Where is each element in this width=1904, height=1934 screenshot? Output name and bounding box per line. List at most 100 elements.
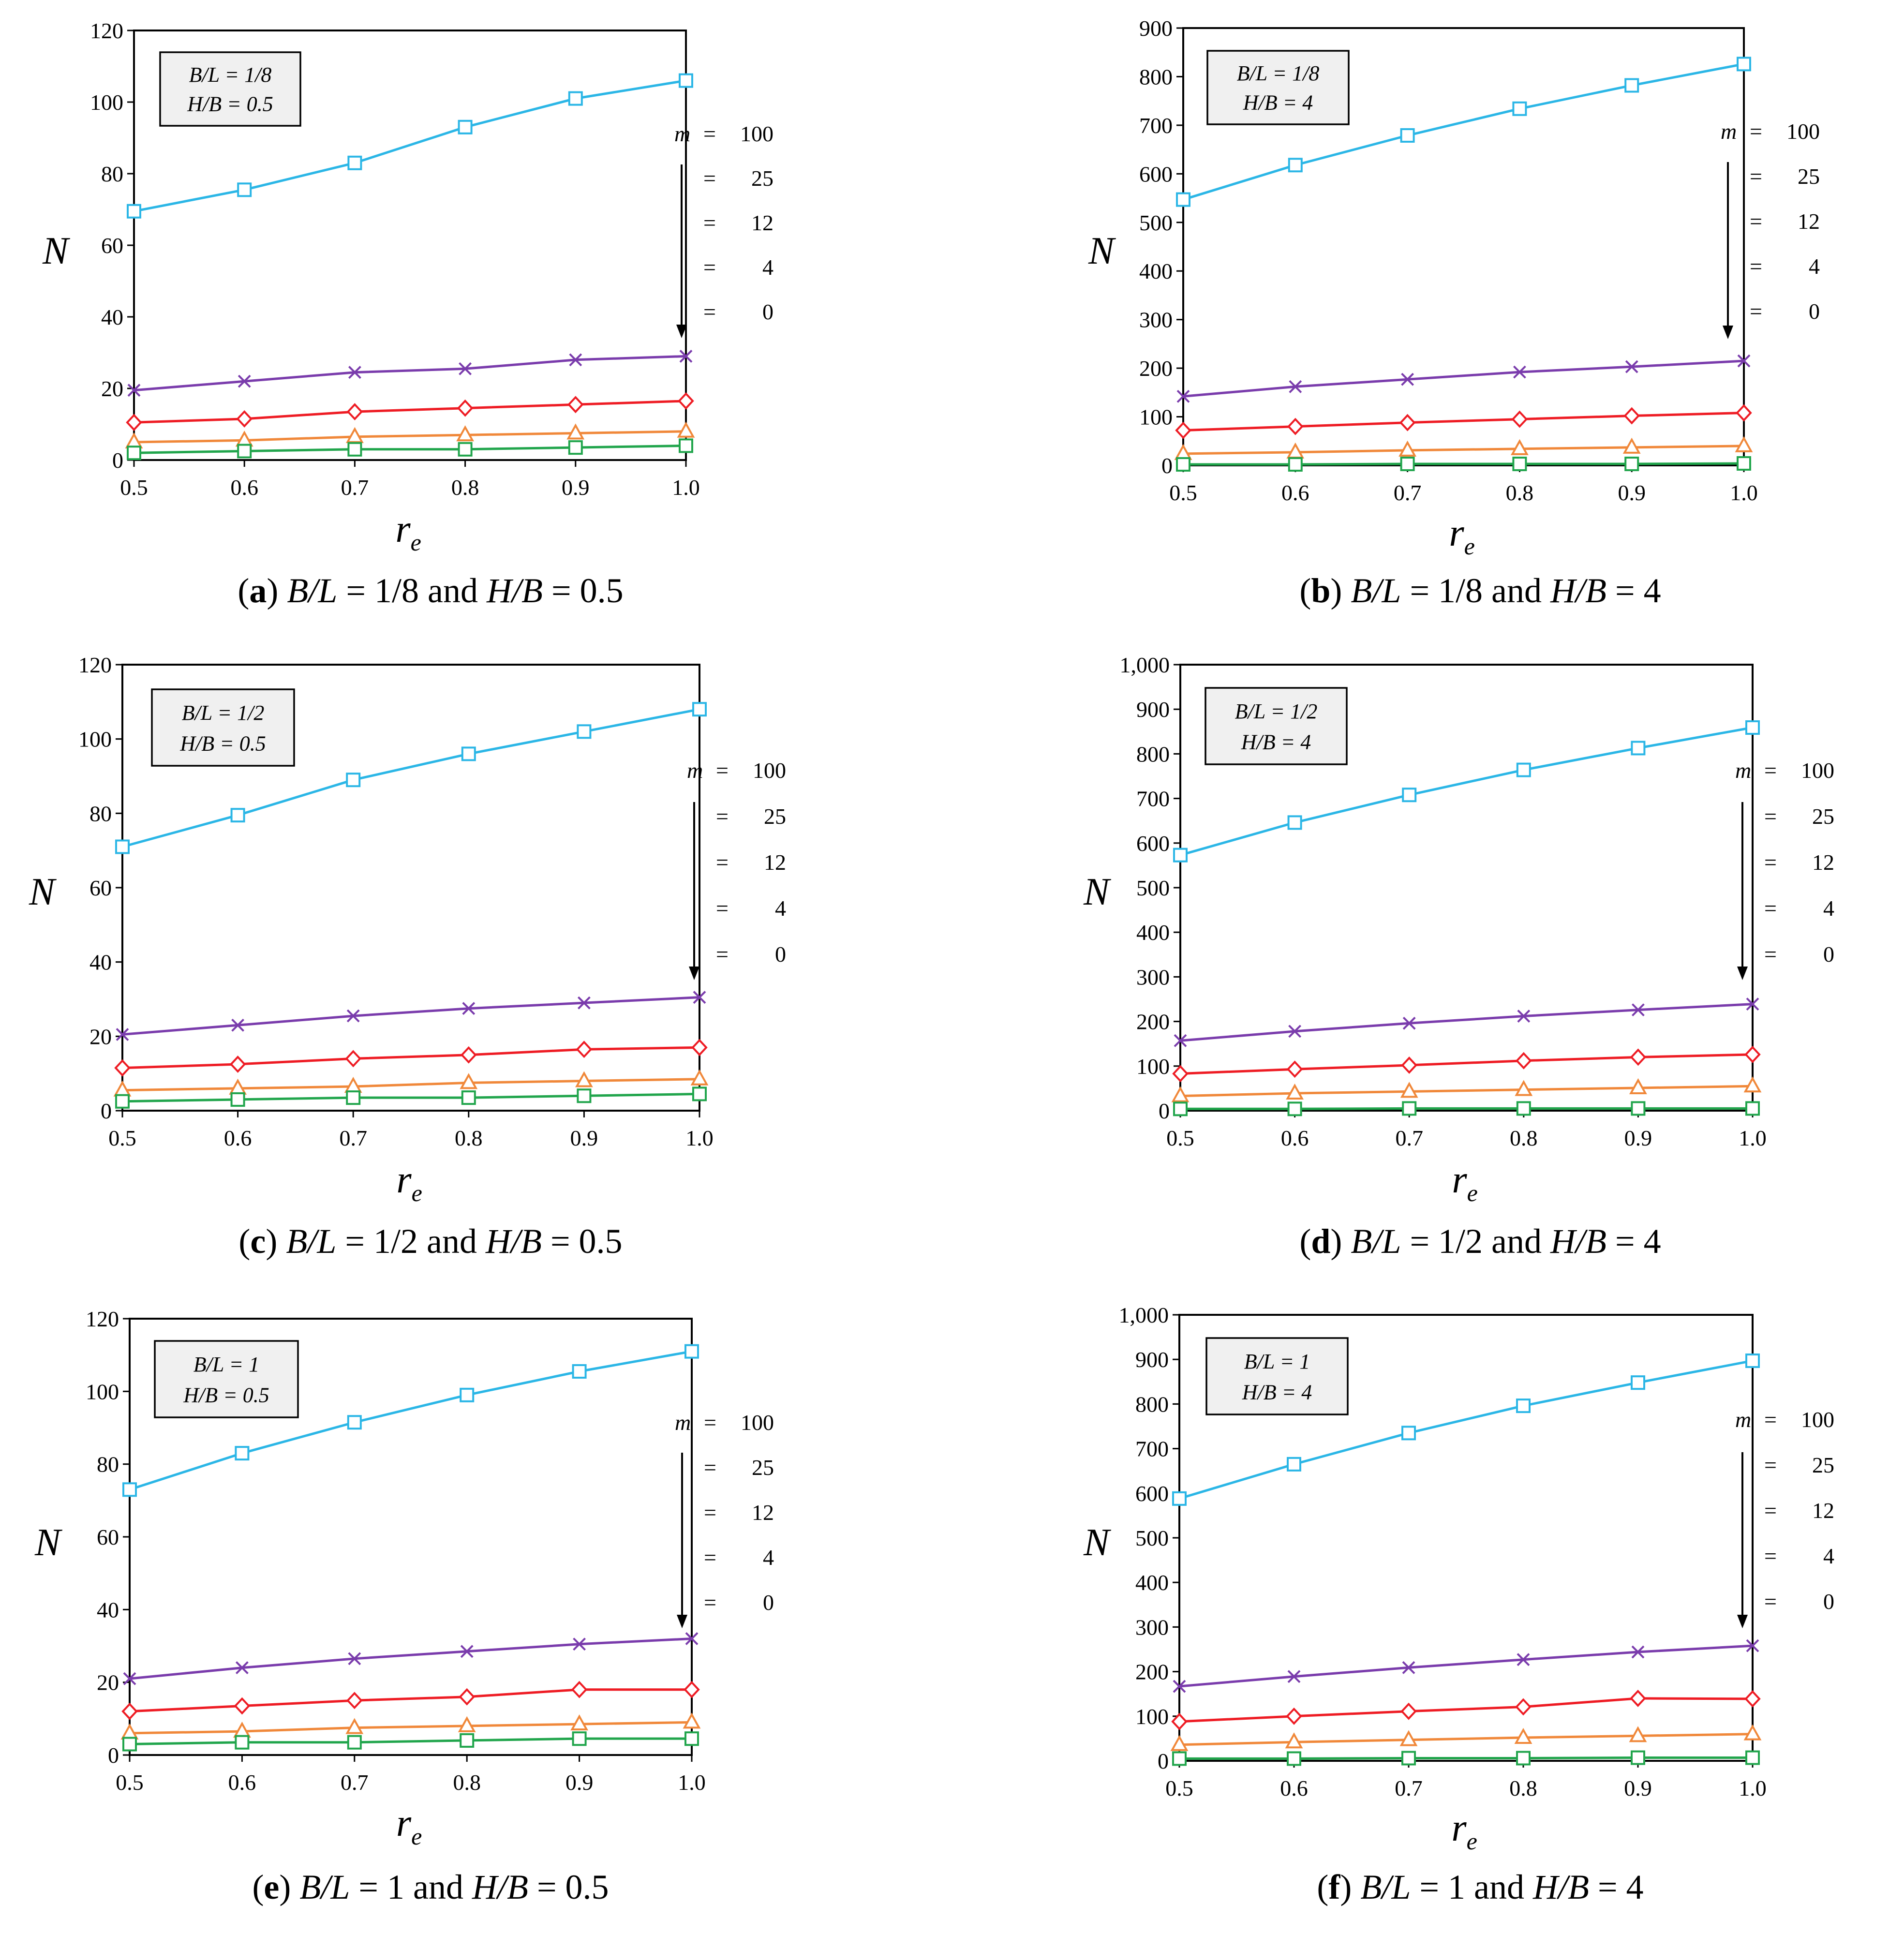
series-m100-c xyxy=(115,702,707,854)
y-tick-label: 40 xyxy=(97,1597,119,1622)
series-line xyxy=(1180,1053,1753,1075)
y-tick-label: 120 xyxy=(90,18,123,43)
data-point-square xyxy=(461,1090,476,1105)
data-point-triangle xyxy=(1511,439,1529,455)
data-point-square xyxy=(1745,1750,1760,1765)
data-point-square xyxy=(1172,1491,1187,1506)
arrow-down-icon xyxy=(689,967,699,980)
legend-eq: = xyxy=(716,804,729,829)
data-point-diamond xyxy=(1171,1712,1188,1730)
series-m100-a xyxy=(127,73,693,219)
y-tick-label: 300 xyxy=(1135,1615,1169,1639)
data-point-x xyxy=(679,349,693,363)
data-point-triangle xyxy=(1515,1080,1533,1096)
data-point-diamond xyxy=(1516,1052,1532,1070)
data-point-triangle xyxy=(458,1716,476,1732)
data-point-triangle xyxy=(566,423,585,440)
data-point-diamond xyxy=(1286,1060,1303,1078)
data-point-x xyxy=(1517,1010,1531,1023)
data-point-x xyxy=(460,1645,474,1658)
y-tick-label: 100 xyxy=(86,1379,119,1404)
data-point-square xyxy=(1400,456,1415,471)
y-tick-label: 100 xyxy=(1136,1054,1170,1079)
y-tick-label: 700 xyxy=(1135,1437,1169,1461)
data-point-diamond xyxy=(1287,417,1304,435)
x-tick-label: 0.6 xyxy=(1280,1776,1308,1800)
data-point-triangle xyxy=(1286,1083,1304,1100)
data-point-x xyxy=(1631,1645,1645,1659)
series-line xyxy=(1183,462,1744,466)
legend-eq: = xyxy=(716,942,729,967)
data-point-square xyxy=(577,724,592,739)
y-axis-title: N xyxy=(1083,1521,1112,1564)
legend-eq: = xyxy=(716,896,729,921)
series-line xyxy=(134,444,686,454)
y-tick-label: 40 xyxy=(89,950,112,975)
data-point-square xyxy=(568,91,583,106)
y-tick-label: 900 xyxy=(1136,697,1170,722)
x-axis-title: re xyxy=(396,1802,422,1850)
series-m4-c xyxy=(113,1069,709,1097)
series-m100-b xyxy=(1176,57,1751,207)
legend-m-label: m xyxy=(1735,1407,1751,1432)
data-point-square xyxy=(684,1344,699,1359)
data-point-triangle xyxy=(683,1712,701,1729)
data-point-square xyxy=(1173,1101,1188,1116)
legend-m-label: m xyxy=(1735,758,1751,783)
data-point-x xyxy=(1287,1670,1301,1683)
data-point-square xyxy=(115,839,130,854)
legend-eq: = xyxy=(1764,1544,1777,1568)
legend-eq: = xyxy=(703,255,716,280)
y-tick-label: 400 xyxy=(1135,1570,1169,1595)
caption-a: (a) B/L = 1/8 and H/B = 0.5 xyxy=(238,571,623,610)
x-tick-label: 0.8 xyxy=(1510,1126,1538,1150)
series-m100-e xyxy=(122,1344,699,1497)
data-point-square xyxy=(1402,788,1417,803)
series-line xyxy=(1179,1756,1753,1760)
legend-c: m = 100 = 25 = 12 = 4 = 0 xyxy=(687,758,786,980)
data-point-square xyxy=(1401,1751,1416,1766)
param-box-line1: B/L = 1/2 xyxy=(1235,699,1318,723)
data-point-x xyxy=(1625,360,1638,373)
legend-value: 12 xyxy=(1812,850,1834,875)
legend-eq: = xyxy=(716,850,729,875)
y-axis-title: N xyxy=(42,230,71,272)
legend-value: 25 xyxy=(751,166,774,191)
series-line xyxy=(1180,1003,1753,1042)
data-point-triangle xyxy=(1743,1076,1762,1093)
series-line xyxy=(129,1721,692,1735)
data-point-square xyxy=(679,438,693,453)
series-m12-e xyxy=(121,1681,700,1720)
series-line xyxy=(1183,445,1744,455)
legend-eq: = xyxy=(1750,119,1762,144)
legend-eq: = xyxy=(703,166,716,191)
param-box-d xyxy=(1205,687,1348,765)
x-tick-label: 0.8 xyxy=(453,1770,481,1795)
data-point-x xyxy=(348,366,361,379)
data-point-diamond xyxy=(691,1039,708,1056)
data-point-diamond xyxy=(346,403,363,421)
y-tick-label: 0 xyxy=(108,1743,119,1768)
data-point-x xyxy=(1401,372,1414,386)
data-point-x xyxy=(1746,1639,1759,1652)
data-point-diamond xyxy=(114,1059,131,1077)
y-tick-label: 500 xyxy=(1139,210,1173,235)
y-tick-label: 600 xyxy=(1136,831,1170,856)
data-point-diamond xyxy=(461,1046,477,1064)
param-box-line1: B/L = 1 xyxy=(1244,1350,1310,1373)
y-tick-label: 1,000 xyxy=(1119,1303,1169,1327)
y-tick-label: 800 xyxy=(1135,1392,1169,1416)
data-point-diamond xyxy=(121,1702,138,1720)
data-point-square xyxy=(122,1482,137,1497)
x-tick-label: 0.9 xyxy=(565,1770,594,1795)
data-point-diamond xyxy=(345,1050,361,1068)
caption-d: (d) B/L = 1/2 and H/B = 4 xyxy=(1299,1222,1661,1261)
data-point-triangle xyxy=(1735,436,1753,452)
legend-d: m = 100 = 25 = 12 = 4 = 0 xyxy=(1735,758,1834,980)
data-point-square xyxy=(347,442,362,457)
legend-value: 0 xyxy=(762,299,774,324)
x-tick-label: 0.8 xyxy=(451,475,479,500)
data-point-square xyxy=(237,444,252,459)
